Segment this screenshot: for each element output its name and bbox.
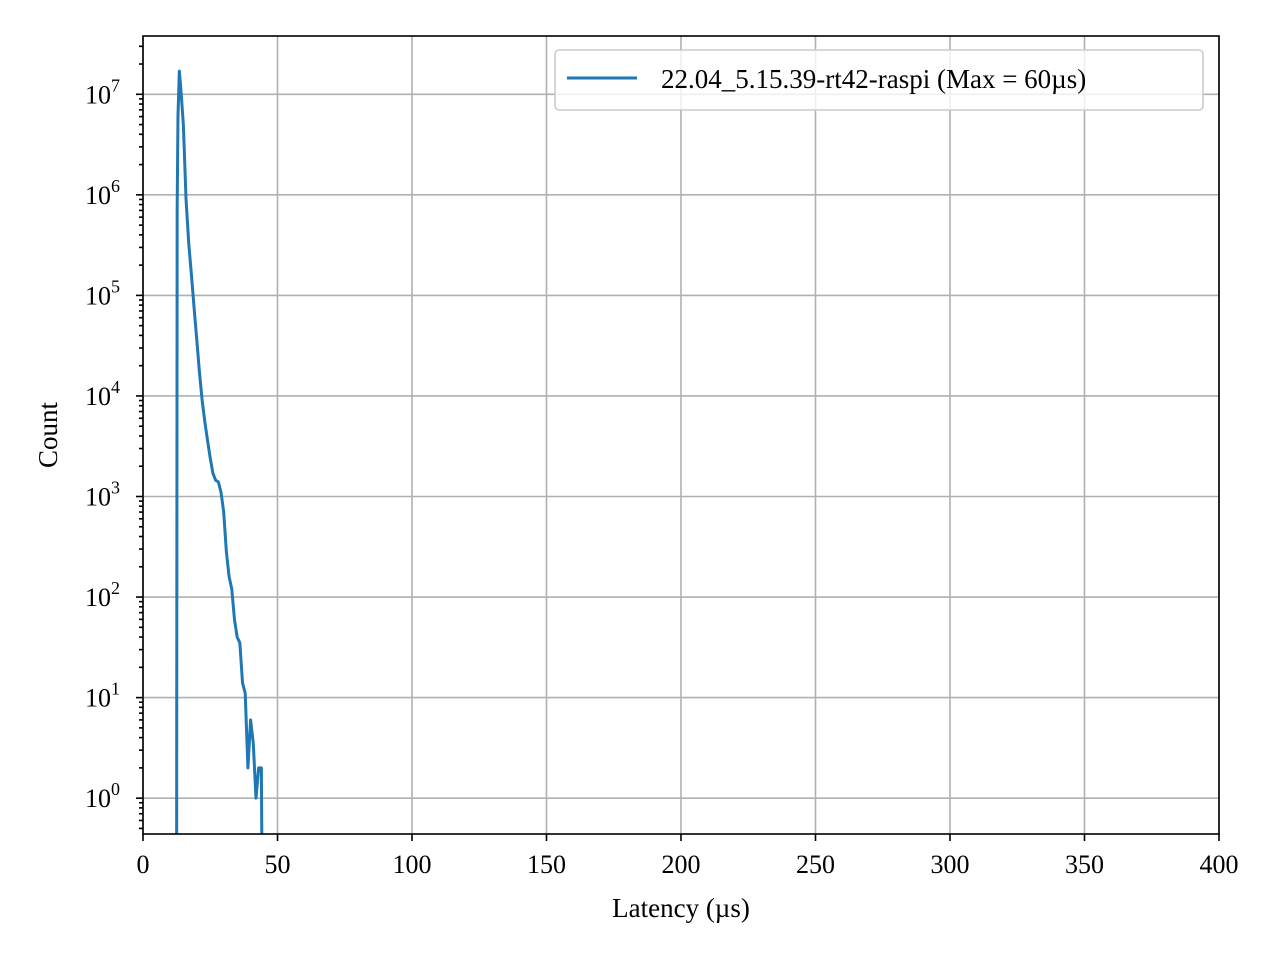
x-tick-label-3: 150 — [527, 850, 566, 879]
y-tick-label-7: 107 — [85, 75, 120, 109]
x-tick-label-1: 50 — [265, 850, 291, 879]
x-tick-label-5: 250 — [796, 850, 835, 879]
x-tick-label-0: 0 — [137, 850, 150, 879]
x-tick-label-8: 400 — [1200, 850, 1239, 879]
y-tick-label-5: 105 — [85, 276, 120, 310]
y-tick-label-3: 103 — [85, 477, 120, 511]
y-tick-label-6: 106 — [85, 176, 120, 210]
x-tick-label-7: 350 — [1065, 850, 1104, 879]
x-tick-label-2: 100 — [393, 850, 432, 879]
series-line-0 — [175, 69, 264, 834]
series-layer — [175, 69, 264, 834]
y-tick-label-2: 102 — [85, 578, 120, 612]
y-tick-label-4: 104 — [85, 377, 120, 411]
ticks: 0 50 100 150 200 250 300 350 400 100 101 102 103 104 1… — [85, 45, 1239, 879]
y-tick-label-1: 101 — [85, 679, 120, 713]
legend-label: 22.04_5.15.39-rt42-raspi (Max = 60µs) — [661, 64, 1086, 94]
legend: 22.04_5.15.39-rt42-raspi (Max = 60µs) — [554, 49, 1204, 111]
legend-box — [554, 49, 1204, 111]
x-tick-label-4: 200 — [662, 850, 701, 879]
y-axis-label: Count — [33, 401, 63, 468]
y-tick-label-0: 100 — [85, 779, 120, 813]
x-axis-label: Latency (µs) — [612, 893, 750, 923]
x-tick-label-6: 300 — [931, 850, 970, 879]
